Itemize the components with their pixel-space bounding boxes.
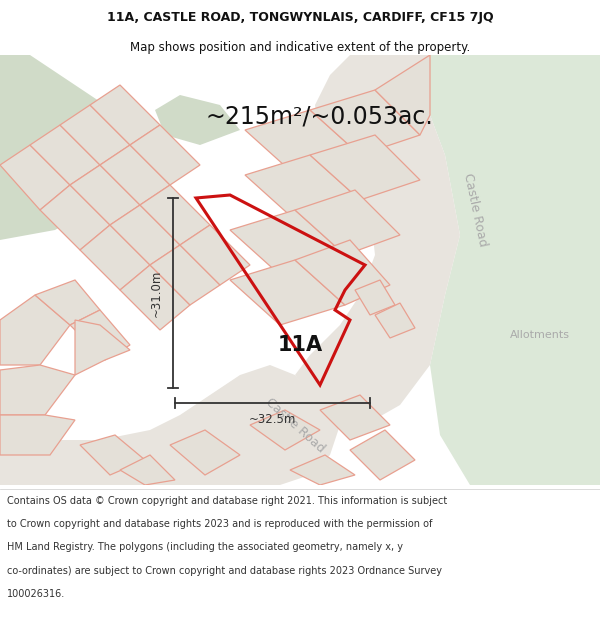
Polygon shape [120, 455, 175, 485]
Polygon shape [0, 415, 75, 455]
Polygon shape [245, 110, 360, 175]
Polygon shape [295, 240, 390, 305]
Polygon shape [310, 135, 420, 200]
Polygon shape [170, 430, 240, 475]
Polygon shape [230, 210, 345, 275]
Polygon shape [0, 55, 150, 240]
Polygon shape [130, 125, 200, 185]
Polygon shape [295, 190, 400, 255]
Polygon shape [40, 185, 110, 250]
Polygon shape [30, 125, 100, 185]
Polygon shape [0, 295, 70, 365]
Text: 100026316.: 100026316. [7, 589, 65, 599]
Polygon shape [350, 430, 415, 480]
Text: 11A, CASTLE ROAD, TONGWYNLAIS, CARDIFF, CF15 7JQ: 11A, CASTLE ROAD, TONGWYNLAIS, CARDIFF, … [107, 11, 493, 24]
Text: ~31.0m: ~31.0m [150, 269, 163, 317]
Polygon shape [80, 435, 145, 475]
Text: Castle Road: Castle Road [461, 172, 489, 248]
Polygon shape [180, 225, 250, 285]
Text: Contains OS data © Crown copyright and database right 2021. This information is : Contains OS data © Crown copyright and d… [7, 496, 448, 506]
Polygon shape [430, 55, 600, 485]
Polygon shape [140, 185, 210, 245]
Polygon shape [310, 90, 420, 155]
Polygon shape [230, 260, 345, 325]
Polygon shape [355, 280, 395, 315]
Polygon shape [70, 310, 130, 360]
Polygon shape [0, 145, 70, 210]
Polygon shape [75, 320, 130, 375]
Polygon shape [35, 280, 100, 325]
Polygon shape [90, 85, 160, 145]
Text: Map shows position and indicative extent of the property.: Map shows position and indicative extent… [130, 41, 470, 54]
Polygon shape [320, 395, 390, 440]
Polygon shape [155, 95, 240, 145]
Polygon shape [80, 225, 150, 290]
Polygon shape [110, 205, 180, 265]
Polygon shape [60, 105, 130, 165]
Polygon shape [150, 245, 220, 305]
Polygon shape [70, 165, 140, 225]
Polygon shape [290, 455, 355, 485]
Text: co-ordinates) are subject to Crown copyright and database rights 2023 Ordnance S: co-ordinates) are subject to Crown copyr… [7, 566, 442, 576]
Polygon shape [375, 55, 430, 135]
Text: to Crown copyright and database rights 2023 and is reproduced with the permissio: to Crown copyright and database rights 2… [7, 519, 433, 529]
Polygon shape [0, 365, 340, 485]
Text: Allotments: Allotments [510, 330, 570, 340]
Polygon shape [295, 55, 460, 425]
Text: Castle Road: Castle Road [263, 395, 327, 455]
Polygon shape [245, 155, 360, 220]
Polygon shape [0, 365, 75, 415]
Polygon shape [250, 410, 320, 450]
Polygon shape [375, 303, 415, 338]
Polygon shape [100, 145, 170, 205]
Text: 11A: 11A [277, 335, 323, 355]
Text: HM Land Registry. The polygons (including the associated geometry, namely x, y: HM Land Registry. The polygons (includin… [7, 542, 403, 552]
Text: ~215m²/~0.053ac.: ~215m²/~0.053ac. [205, 105, 433, 129]
Polygon shape [120, 265, 190, 330]
Text: ~32.5m: ~32.5m [249, 413, 296, 426]
